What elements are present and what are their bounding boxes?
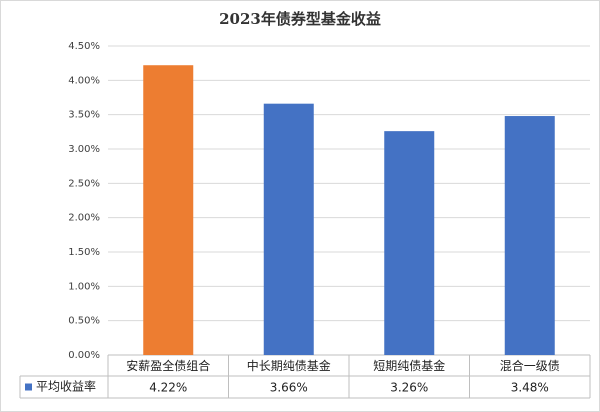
y-tick-label: 3.50% (68, 110, 100, 121)
bar (384, 131, 435, 355)
y-tick-label: 2.00% (68, 213, 100, 224)
data-label: 4.22% (149, 381, 187, 395)
bar (263, 103, 314, 356)
y-tick-label: 4.50% (68, 41, 100, 52)
legend-label: 平均收益率 (36, 379, 96, 394)
y-tick-label: 3.00% (68, 144, 100, 155)
y-tick-label: 4.00% (68, 75, 100, 86)
y-tick-label: 2.50% (68, 178, 100, 189)
legend-swatch (25, 383, 32, 391)
x-tick-label: 安薪盈全债组合 (126, 358, 210, 373)
data-label: 3.26% (390, 381, 428, 395)
y-tick-label: 0.00% (68, 350, 100, 361)
y-tick-label: 0.50% (68, 316, 100, 327)
x-tick-label: 短期纯债基金 (373, 358, 445, 373)
data-label: 3.48% (511, 381, 549, 395)
bar (143, 65, 194, 355)
data-label: 3.66% (270, 381, 308, 395)
chart-title: 2023年债券型基金收益 (219, 10, 381, 28)
x-tick-label: 中长期纯债基金 (247, 358, 331, 373)
y-tick-label: 1.50% (68, 247, 100, 258)
bar (504, 116, 555, 355)
x-tick-label: 混合一级债 (500, 358, 560, 373)
y-tick-label: 1.00% (68, 281, 100, 292)
